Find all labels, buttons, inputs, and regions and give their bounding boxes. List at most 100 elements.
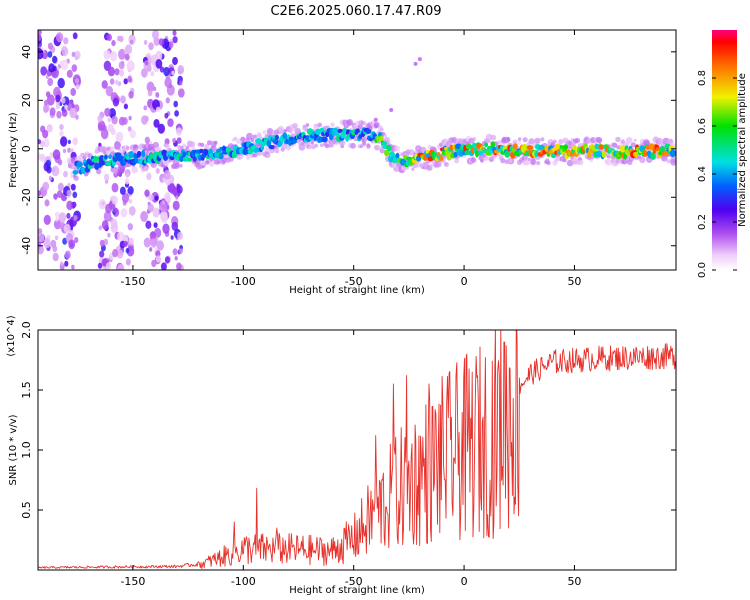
- ridge-halo: [577, 159, 584, 166]
- noise-blob: [164, 192, 171, 202]
- spectrogram-x-label: Height of straight line (km): [289, 285, 425, 296]
- noise-blob: [143, 237, 151, 248]
- noise-blob: [109, 51, 118, 62]
- snr-scale-note: (x10^4): [6, 315, 17, 356]
- noise-blob: [143, 105, 148, 111]
- noise-blob: [52, 252, 59, 262]
- noise-blob: [75, 114, 79, 120]
- noise-blob: [105, 85, 114, 97]
- ridge-halo: [73, 175, 79, 181]
- noise-blob: [126, 60, 135, 72]
- noise-blob: [114, 140, 121, 150]
- noise-blob: [64, 250, 71, 259]
- ridge-halo: [361, 136, 367, 143]
- ridge-halo: [666, 138, 674, 146]
- snr-marks: [38, 330, 676, 570]
- noise-blob: [61, 46, 69, 57]
- ridge-point: [134, 157, 139, 164]
- noise-blob: [72, 32, 78, 40]
- ridge-halo: [639, 156, 646, 163]
- spectrogram-x-ticks: -150 -100 -50 0 50: [120, 30, 581, 288]
- noise-blob: [176, 262, 182, 270]
- noise-blob: [55, 103, 61, 110]
- noise-blob: [57, 77, 65, 89]
- noise-blob: [119, 69, 124, 77]
- ridge-halo: [485, 138, 490, 143]
- noise-blob: [69, 107, 77, 119]
- ridge-halo: [545, 158, 550, 162]
- ridge-point: [534, 150, 539, 158]
- x-tick-label: -50: [345, 575, 363, 588]
- noise-blob: [106, 33, 112, 42]
- ridge-halo: [616, 145, 621, 150]
- ridge-halo: [574, 137, 581, 144]
- snr-y-ticks: 0.5 1.0 1.5 2.0: [20, 321, 676, 519]
- noise-blob: [150, 238, 158, 248]
- noise-blob: [177, 88, 185, 98]
- ridge-halo: [240, 136, 246, 142]
- noise-blob: [105, 203, 113, 214]
- ridge-point: [136, 150, 142, 157]
- noise-blob: [124, 53, 130, 61]
- noise-blob: [64, 260, 69, 267]
- noise-blob: [98, 225, 103, 231]
- ridge-halo: [118, 148, 122, 152]
- ridge-point: [504, 150, 511, 158]
- noise-blob: [176, 183, 180, 189]
- noise-blob: [38, 33, 42, 41]
- colorbar-tick-label: 0.2: [697, 214, 708, 230]
- noise-blob: [160, 262, 167, 270]
- ridge-halo: [485, 156, 490, 161]
- ridge-halo: [152, 141, 159, 149]
- ridge-halo: [480, 159, 484, 163]
- ridge-halo: [307, 145, 312, 150]
- noise-blob: [100, 128, 109, 140]
- noise-blob: [63, 37, 69, 45]
- ridge-halo: [472, 137, 477, 142]
- noise-blob: [111, 195, 118, 205]
- ridge-halo: [205, 160, 210, 165]
- ridge-halo: [133, 144, 138, 149]
- noise-blob: [156, 240, 164, 251]
- noise-blob: [127, 186, 134, 195]
- noise-blob: [125, 173, 129, 178]
- ridge-point: [522, 143, 528, 151]
- ridge-halo: [661, 155, 668, 162]
- noise-blob: [56, 110, 62, 119]
- noise-blob: [121, 193, 130, 203]
- ridge-halo: [589, 159, 593, 163]
- ridge-halo: [563, 158, 567, 163]
- noise-blob: [38, 245, 44, 255]
- noise-blob: [66, 69, 73, 78]
- ridge-halo: [528, 138, 535, 145]
- noise-blob: [149, 231, 157, 241]
- ridge-halo: [527, 157, 531, 161]
- ridge-halo: [165, 143, 170, 149]
- noise-blob: [148, 42, 154, 51]
- ridge-halo: [540, 137, 545, 142]
- ridge-point: [218, 152, 224, 160]
- noise-blob: [42, 129, 49, 139]
- noise-blob: [172, 36, 178, 44]
- noise-blob: [120, 208, 128, 218]
- ridge-halo: [252, 134, 257, 139]
- noise-blob: [61, 109, 68, 117]
- noise-blob: [71, 51, 76, 57]
- noise-blob: [128, 115, 132, 121]
- ridge-point: [186, 157, 192, 162]
- ridge-halo: [471, 157, 477, 163]
- y-tick-label: -20: [20, 188, 33, 206]
- ridge-point: [620, 145, 626, 153]
- ridge-halo: [429, 164, 433, 168]
- ridge-point: [379, 135, 384, 143]
- ridge-point: [632, 151, 639, 158]
- ridge-halo: [143, 166, 149, 172]
- y-tick-label: 1.0: [20, 441, 33, 459]
- noise-blob: [153, 86, 157, 91]
- noise-blob: [43, 214, 51, 225]
- ridge-halo: [182, 143, 187, 148]
- noise-blob: [97, 115, 103, 123]
- x-tick-label: -150: [120, 575, 145, 588]
- ridge-halo: [350, 142, 356, 149]
- noise-blob: [145, 220, 152, 229]
